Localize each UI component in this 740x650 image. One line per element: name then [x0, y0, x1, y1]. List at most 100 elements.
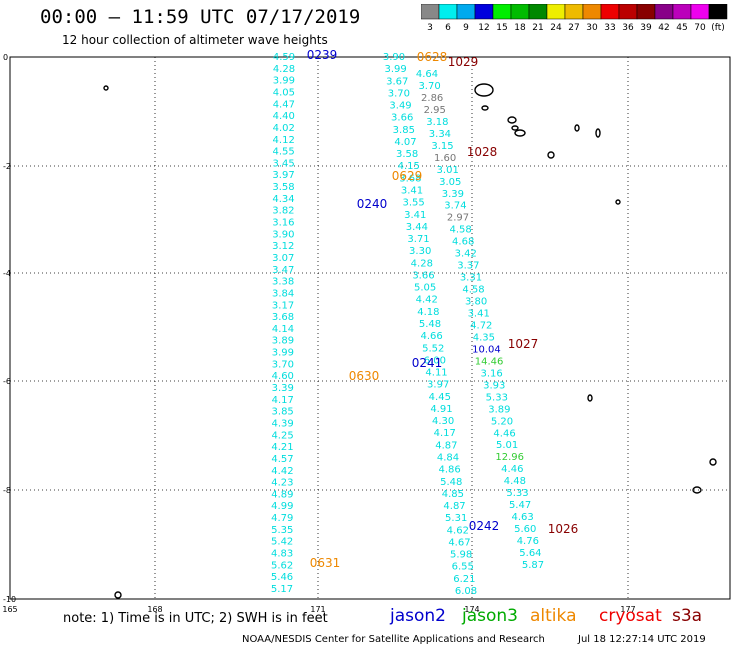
wave-height-label: 4.28 [273, 64, 295, 75]
wave-height-label: 3.90 [272, 229, 294, 240]
wave-height-label: 3.97 [427, 380, 449, 391]
wave-height-label: 3.16 [272, 218, 294, 229]
wave-height-label: 3.68 [399, 173, 421, 184]
wave-height-label: 5.20 [491, 416, 513, 427]
wave-height-label: 3.99 [385, 64, 407, 75]
wave-height-label: 4.55 [273, 147, 295, 158]
wave-height-label: 3.55 [403, 198, 425, 209]
wave-height-label: 3.30 [409, 246, 431, 257]
wave-height-label: 3.70 [272, 359, 294, 370]
wave-height-label: 4.60 [272, 371, 294, 382]
wave-height-label: 4.64 [416, 69, 438, 80]
wave-height-label: 4.86 [439, 465, 461, 476]
wave-height-label: 3.05 [439, 177, 461, 188]
y-tick-label: -2 [3, 162, 11, 171]
wave-height-label: 4.87 [443, 501, 465, 512]
wave-height-label: 3.12 [272, 241, 294, 252]
wave-height-label: 2.97 [447, 213, 469, 224]
wave-height-label: 4.23 [271, 478, 293, 489]
wave-height-label: 1.60 [434, 153, 456, 164]
wave-height-label: 4.87 [435, 440, 457, 451]
map-title: 00:00 – 11:59 UTC 07/17/2019 [40, 6, 361, 28]
wave-height-label: 4.83 [271, 549, 293, 560]
wave-height-label: 3.41 [468, 309, 490, 320]
scale-label: 33 [604, 23, 615, 33]
wave-height-label: 3.68 [272, 312, 294, 323]
pass-time-label: 1026 [548, 522, 579, 536]
island-outline [507, 116, 517, 124]
wave-height-label: 5.33 [486, 392, 508, 403]
footer-credit: NOAA/NESDIS Center for Satellite Applica… [242, 634, 545, 645]
wave-height-label: 3.58 [396, 149, 418, 160]
wave-height-label: 3.84 [272, 288, 294, 299]
wave-height-label: 4.05 [273, 87, 295, 98]
legend-s3a: s3a [672, 606, 703, 626]
x-tick-label: 174 [464, 605, 479, 614]
wave-height-label: 4.63 [512, 512, 534, 523]
wave-height-label: 4.62 [447, 525, 469, 536]
map-subtitle: 12 hour collection of altimeter wave hei… [62, 33, 328, 47]
footer-timestamp: Jul 18 12:27:14 UTC 2019 [578, 634, 706, 645]
wave-height-label: 3.38 [272, 277, 294, 288]
island-outline [514, 129, 526, 137]
pass-time-label: 0242 [469, 519, 500, 533]
pass-time-label: 0631 [310, 556, 341, 570]
wave-height-label: 5.35 [271, 525, 293, 536]
scale-label: (ft) [711, 23, 725, 33]
wave-height-label: 4.57 [271, 454, 293, 465]
wave-height-label: 3.85 [272, 407, 294, 418]
pass-time-label: 0239 [307, 48, 338, 62]
wave-height-label: 5.01 [496, 440, 518, 451]
scale-label: 45 [676, 23, 687, 33]
pass-time-label: 0628 [417, 50, 448, 64]
wave-height-label: 4.46 [501, 464, 523, 475]
wave-height-label: 4.02 [273, 123, 295, 134]
island-outline [574, 124, 580, 132]
island-outline [114, 591, 122, 599]
y-tick-label: -6 [3, 377, 11, 386]
wave-height-label: 4.58 [462, 285, 484, 296]
wave-height-label: 3.42 [455, 249, 477, 260]
wave-height-label: 4.40 [273, 111, 295, 122]
pass-time-label: 1029 [448, 55, 479, 69]
wave-height-label: 5.42 [271, 537, 293, 548]
island-outline [547, 151, 555, 159]
wave-height-label: 4.42 [416, 295, 438, 306]
wave-height-label: 3.89 [488, 404, 510, 415]
legend-altika: altika [530, 606, 577, 626]
wave-height-label: 5.48 [440, 477, 462, 488]
wave-height-label: 3.49 [389, 101, 411, 112]
scale-label: 39 [640, 23, 652, 33]
island-outline [615, 199, 621, 205]
wave-height-label: 5.60 [514, 524, 536, 535]
wave-height-label: 5.05 [414, 283, 436, 294]
wave-height-label: 4.91 [430, 404, 452, 415]
wave-height-label: 4.12 [273, 135, 295, 146]
wave-height-label: 4.84 [437, 453, 459, 464]
wave-height-label: 4.59 [273, 52, 295, 63]
wave-height-label: 3.70 [388, 88, 410, 99]
wave-height-label: 4.99 [271, 501, 293, 512]
wave-height-label: 3.07 [272, 253, 294, 264]
wave-height-label: 3.41 [404, 210, 426, 221]
island-outline [511, 125, 519, 131]
wave-height-label: 5.52 [422, 343, 444, 354]
scale-label: 9 [463, 23, 469, 33]
footer-note: note: 1) Time is in UTC; 2) SWH is in fe… [63, 611, 328, 626]
legend-cryosat: cryosat [599, 606, 662, 626]
scale-swatch [708, 4, 728, 20]
wave-height-label: 3.97 [272, 170, 294, 181]
wave-height-label: 5.64 [519, 548, 541, 559]
wave-height-label: 3.66 [391, 113, 413, 124]
wave-height-label: 3.31 [460, 273, 482, 284]
wave-height-label: 5.31 [445, 513, 467, 524]
wave-height-label: 3.47 [272, 265, 294, 276]
x-tick-label: 171 [310, 605, 325, 614]
wave-height-label: 5.33 [506, 488, 528, 499]
pass-time-label: 1027 [508, 337, 539, 351]
wave-height-label: 4.18 [417, 307, 439, 318]
wave-height-label: 4.11 [425, 368, 447, 379]
wave-height-label: 6.00 [424, 355, 446, 366]
scale-label: 24 [550, 23, 562, 33]
